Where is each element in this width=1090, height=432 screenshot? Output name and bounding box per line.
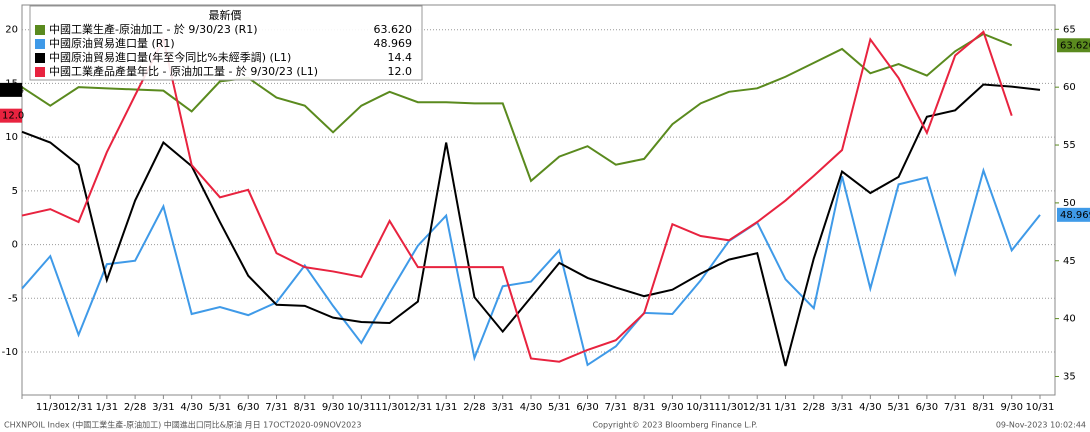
x-tick-label: 9/30 (322, 402, 344, 413)
last-value-tag (1057, 207, 1090, 222)
x-tick-label: 6/30 (916, 402, 938, 413)
y-tick-label: 5 (12, 186, 18, 197)
y-tick-label: 20 (5, 25, 18, 36)
x-tick-label: 11/30 (375, 402, 404, 413)
y2-tick-label: 65 (1063, 24, 1076, 35)
x-tick-label: 7/31 (605, 402, 627, 413)
legend-swatch (35, 25, 45, 35)
x-tick-label: 1/31 (96, 402, 118, 413)
legend-swatch (35, 67, 45, 77)
x-tick-label: 12/31 (743, 402, 772, 413)
last-value-label: 63.620 (1060, 40, 1090, 51)
legend-label: 中國原油貿易進口量 (R1) (49, 36, 175, 50)
x-tick-label: 3/31 (831, 402, 853, 413)
x-tick-label: 10/31 (686, 402, 715, 413)
x-tick-label: 5/31 (548, 402, 570, 413)
y2-tick-label: 60 (1063, 82, 1076, 93)
x-tick-label: 2/28 (803, 402, 825, 413)
x-tick-label: 4/30 (520, 402, 542, 413)
x-tick-label: 4/30 (180, 402, 202, 413)
x-tick-label: 1/31 (774, 402, 796, 413)
y-tick-label: 0 (12, 240, 18, 251)
x-tick-label: 12/31 (64, 402, 93, 413)
last-value-tag (0, 108, 22, 123)
x-tick-label: 5/31 (209, 402, 231, 413)
x-tick-label: 10/31 (347, 402, 376, 413)
x-tick-label: 8/31 (633, 402, 655, 413)
x-tick-label: 2/28 (124, 402, 146, 413)
legend-label: 中國工業產品產量年比 - 原油加工量 - 於 9/30/23 (L1) (49, 64, 318, 78)
legend-value: 63.620 (374, 23, 413, 36)
legend-value: 12.0 (388, 65, 413, 78)
y-tick-label: 10 (5, 132, 18, 143)
x-tick-label: 3/31 (152, 402, 174, 413)
x-tick-label: 10/31 (1026, 402, 1055, 413)
x-tick-label: 1/31 (435, 402, 457, 413)
y-tick-label: -5 (8, 293, 18, 304)
footer-right: 09-Nov-2023 10:02:44 (996, 421, 1086, 430)
last-value-tag (1057, 38, 1090, 53)
y2-tick-label: 55 (1063, 140, 1076, 151)
series-line (21, 30, 1013, 363)
x-tick-label: 3/31 (491, 402, 513, 413)
legend-value: 48.969 (374, 37, 413, 50)
x-tick-label: 11/30 (36, 402, 65, 413)
x-tick-label: 6/30 (576, 402, 598, 413)
legend-header: 最新價 (209, 8, 242, 22)
x-tick-label: 7/31 (265, 402, 287, 413)
x-tick-label: 2/28 (463, 402, 485, 413)
y-tick-label: -10 (2, 347, 18, 358)
legend-label: 中國原油貿易進口量(年至今同比%未經季調) (L1) (49, 50, 291, 64)
footer-left: CHXNPOIL Index (中國工業生產-原油加工) 中國進出口同比&原油 … (4, 420, 361, 430)
x-tick-label: 12/31 (403, 402, 432, 413)
y2-tick-label: 50 (1063, 198, 1076, 209)
legend-label: 中國工業生產-原油加工 - 於 9/30/23 (R1) (49, 22, 258, 36)
legend-swatch (35, 39, 45, 49)
legend-box (29, 5, 423, 81)
x-tick-label: 7/31 (944, 402, 966, 413)
x-tick-label: 5/31 (887, 402, 909, 413)
last-value-tag (0, 82, 22, 97)
series-line (21, 167, 1041, 367)
x-tick-label: 6/30 (237, 402, 259, 413)
y2-tick-label: 40 (1063, 314, 1076, 325)
series-line (21, 32, 1013, 183)
y2-tick-label: 35 (1063, 371, 1076, 382)
legend-swatch (35, 53, 45, 63)
x-tick-label: 11/30 (715, 402, 744, 413)
x-tick-label: 9/30 (1000, 402, 1022, 413)
y2-tick-label: 45 (1063, 256, 1076, 267)
x-tick-label: 8/31 (972, 402, 994, 413)
legend-value: 14.4 (388, 51, 413, 64)
x-tick-label: 8/31 (294, 402, 316, 413)
last-value-label: 48.969 (1060, 210, 1090, 221)
last-value-label: 14.4 (2, 85, 24, 96)
footer-center: Copyright© 2023 Bloomberg Finance L.P. (593, 421, 758, 430)
last-value-label: 12.0 (2, 111, 24, 122)
x-tick-label: 9/30 (661, 402, 683, 413)
x-tick-label: 4/30 (859, 402, 881, 413)
